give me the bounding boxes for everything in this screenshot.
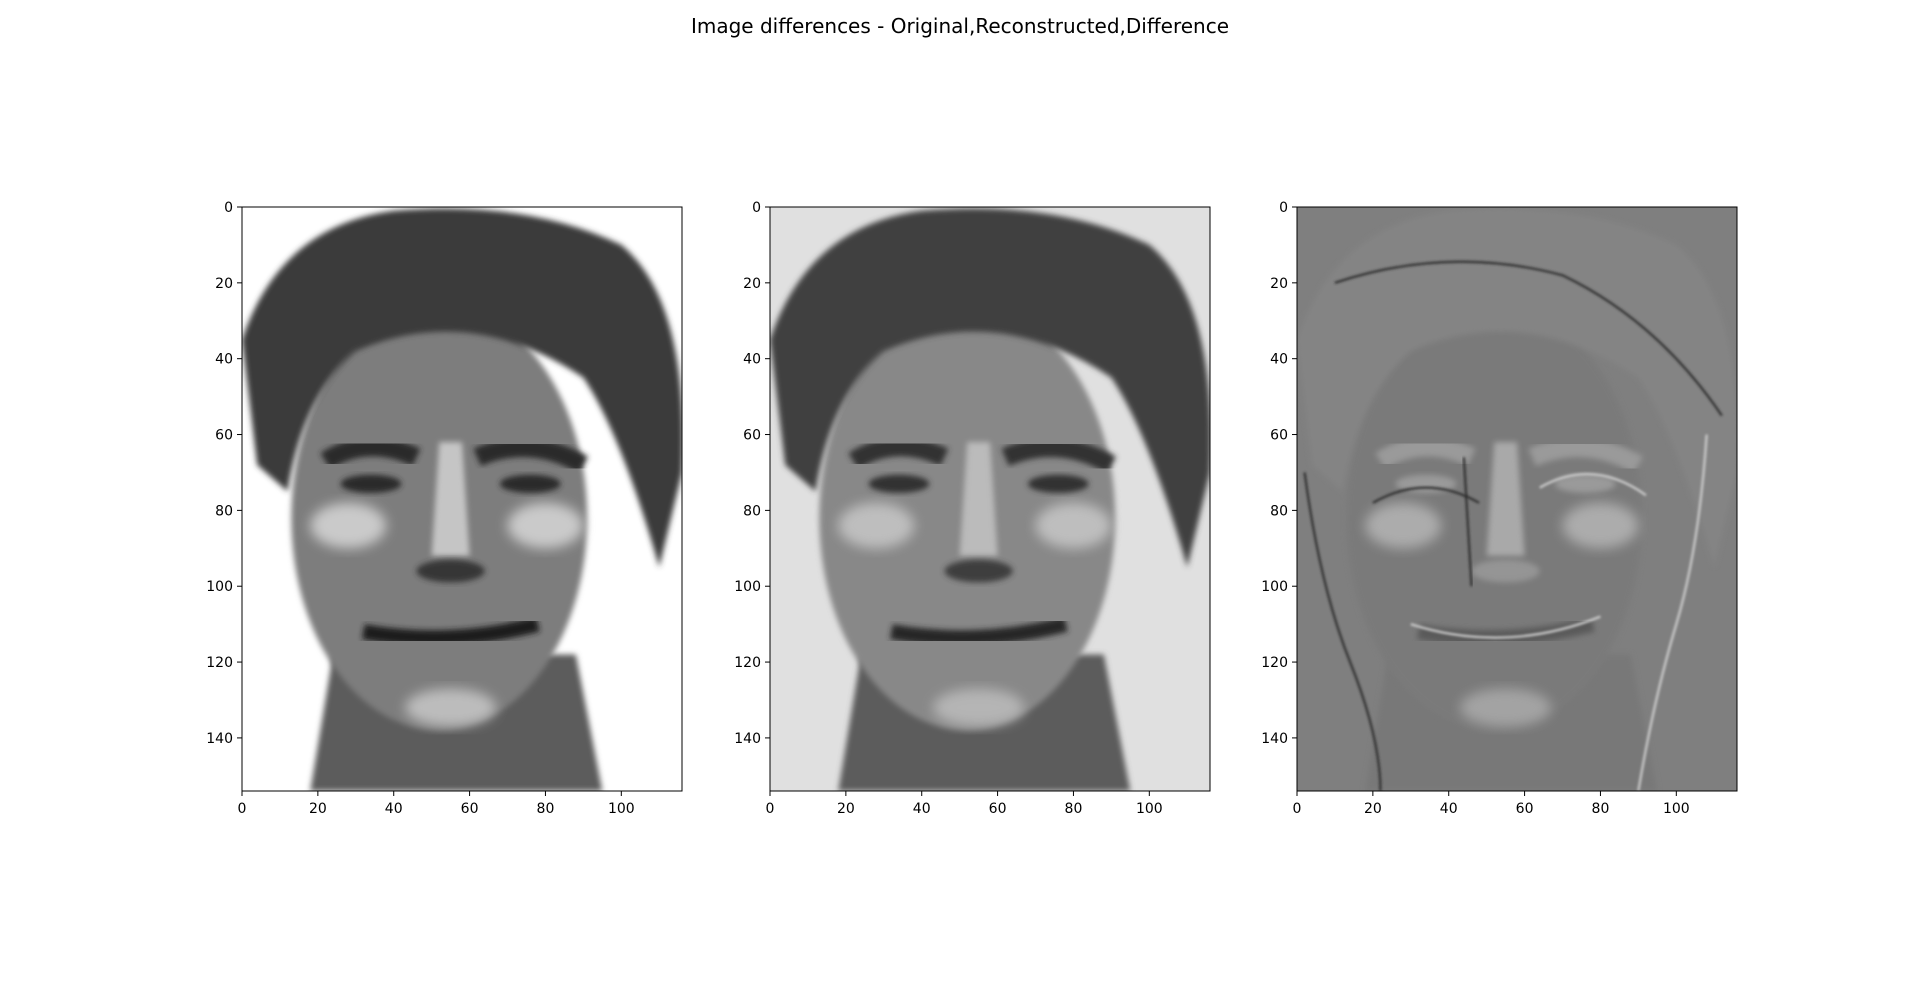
y-tick-label: 120 — [734, 655, 761, 671]
face-image-reconstructed — [770, 207, 1210, 791]
right-cheek-highlight — [1562, 502, 1639, 549]
right-brow — [473, 438, 589, 474]
y-tick-label: 20 — [1270, 276, 1288, 292]
x-tick-label: 0 — [1293, 801, 1302, 817]
panel-original: 0 20 40 60 80 100 0 20 40 60 80 100 120 140 — [206, 200, 683, 817]
x-tick-label: 40 — [913, 801, 931, 817]
y-tick-label: 0 — [752, 200, 761, 216]
y-tick-label: 40 — [215, 352, 233, 368]
y-tick-label: 140 — [734, 731, 761, 747]
nose-highlight — [1486, 442, 1525, 556]
difference-edge — [1334, 260, 1723, 417]
y-tick-label: 100 — [734, 579, 761, 595]
y-tick-label: 80 — [1270, 503, 1288, 519]
difference-edge — [1303, 472, 1382, 791]
nose-highlight — [959, 442, 998, 556]
y-tick-label: 0 — [1279, 200, 1288, 216]
right-cheek-highlight — [507, 502, 584, 549]
panel-reconstructed: 0 20 40 60 80 100 0 20 40 60 80 100 120 140 — [734, 200, 1211, 817]
x-tick-label: 60 — [989, 801, 1007, 817]
chin-highlight — [1460, 688, 1552, 727]
y-tick-label: 40 — [743, 352, 761, 368]
left-cheek-highlight — [310, 502, 387, 549]
nose-shadow — [944, 559, 1013, 583]
left-cheek-highlight — [1365, 502, 1442, 549]
difference-edge — [1410, 615, 1601, 639]
x-tick-label: 20 — [309, 801, 327, 817]
x-tick-label: 40 — [1440, 801, 1458, 817]
x-tick-label: 40 — [385, 801, 403, 817]
y-tick-label: 120 — [1261, 655, 1288, 671]
y-tick-label: 60 — [1270, 428, 1288, 444]
x-tick-label: 0 — [238, 801, 247, 817]
y-tick-label: 140 — [1261, 731, 1288, 747]
difference-edge — [1637, 434, 1708, 791]
y-tick-label: 140 — [206, 731, 233, 747]
nose-shadow — [1471, 559, 1540, 583]
face-image-difference — [1297, 207, 1737, 791]
y-tick-label: 60 — [215, 428, 233, 444]
figure-title: Image differences - Original,Reconstruct… — [690, 14, 1230, 38]
x-tick-label: 20 — [1364, 801, 1382, 817]
left-brow — [848, 437, 949, 470]
left-eye — [868, 474, 930, 493]
left-brow — [1375, 437, 1476, 470]
y-tick-label: 20 — [743, 276, 761, 292]
mouth — [362, 616, 540, 646]
difference-edge — [1372, 486, 1480, 504]
x-tick-label: 80 — [537, 801, 555, 817]
right-eye — [1027, 474, 1089, 493]
y-tick-label: 0 — [224, 200, 233, 216]
y-tick-label: 40 — [1270, 352, 1288, 368]
y-tick-label: 120 — [206, 655, 233, 671]
y-tick-label: 100 — [206, 579, 233, 595]
x-tick-label: 0 — [766, 801, 775, 817]
nose-highlight — [431, 442, 470, 556]
panel-difference: 0 20 40 60 80 100 0 20 40 60 80 100 120 140 — [1261, 200, 1738, 817]
x-tick-label: 100 — [1663, 801, 1690, 817]
right-cheek-highlight — [1035, 502, 1112, 549]
chin-highlight — [405, 688, 497, 727]
left-brow — [320, 437, 421, 470]
left-eye — [340, 474, 402, 493]
face-image-original — [242, 207, 682, 791]
x-tick-label: 60 — [1516, 801, 1534, 817]
x-tick-label: 100 — [608, 801, 635, 817]
y-tick-label: 80 — [743, 503, 761, 519]
x-tick-label: 20 — [837, 801, 855, 817]
right-eye — [499, 474, 561, 493]
axes-frame — [769, 206, 1211, 792]
chin-highlight — [933, 688, 1025, 727]
y-tick-label: 20 — [215, 276, 233, 292]
x-tick-label: 60 — [461, 801, 479, 817]
difference-edge — [1462, 457, 1473, 587]
y-tick-label: 60 — [743, 428, 761, 444]
x-tick-label: 80 — [1065, 801, 1083, 817]
left-cheek-highlight — [838, 502, 915, 549]
difference-edge — [1539, 473, 1647, 497]
y-tick-label: 80 — [215, 503, 233, 519]
hair-shape — [242, 208, 682, 568]
y-tick-label: 100 — [1261, 579, 1288, 595]
hair-shape — [770, 208, 1210, 568]
axes-frame — [241, 206, 683, 792]
x-tick-label: 100 — [1136, 801, 1163, 817]
right-brow — [1528, 438, 1644, 474]
axes-frame — [1296, 206, 1738, 792]
hair-shape — [1297, 208, 1737, 568]
nose-shadow — [416, 559, 485, 583]
right-eye — [1554, 474, 1616, 493]
right-brow — [1001, 438, 1117, 474]
mouth — [890, 616, 1068, 646]
x-tick-label: 80 — [1592, 801, 1610, 817]
